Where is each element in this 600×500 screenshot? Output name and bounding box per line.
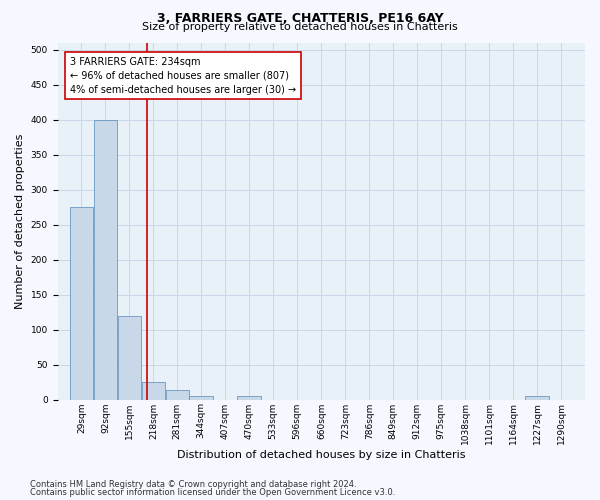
Bar (142, 382, 165, 400)
Text: 3, FARRIERS GATE, CHATTERIS, PE16 6AY: 3, FARRIERS GATE, CHATTERIS, PE16 6AY (157, 12, 443, 26)
Text: Size of property relative to detached houses in Chatteris: Size of property relative to detached ho… (142, 22, 458, 32)
Text: 3 FARRIERS GATE: 234sqm
← 96% of detached houses are smaller (807)
4% of semi-de: 3 FARRIERS GATE: 234sqm ← 96% of detache… (70, 56, 296, 94)
Text: Contains HM Land Registry data © Crown copyright and database right 2024.: Contains HM Land Registry data © Crown c… (30, 480, 356, 489)
X-axis label: Distribution of detached houses by size in Chatteris: Distribution of detached houses by size … (177, 450, 466, 460)
Bar (190, 396, 213, 400)
Bar (525, 396, 549, 400)
Y-axis label: Number of detached properties: Number of detached properties (15, 134, 25, 308)
Bar (118, 316, 141, 400)
Bar (70, 207, 93, 400)
Bar (238, 396, 261, 400)
Bar (166, 390, 189, 400)
Text: Contains public sector information licensed under the Open Government Licence v3: Contains public sector information licen… (30, 488, 395, 497)
Bar (94, 120, 117, 400)
